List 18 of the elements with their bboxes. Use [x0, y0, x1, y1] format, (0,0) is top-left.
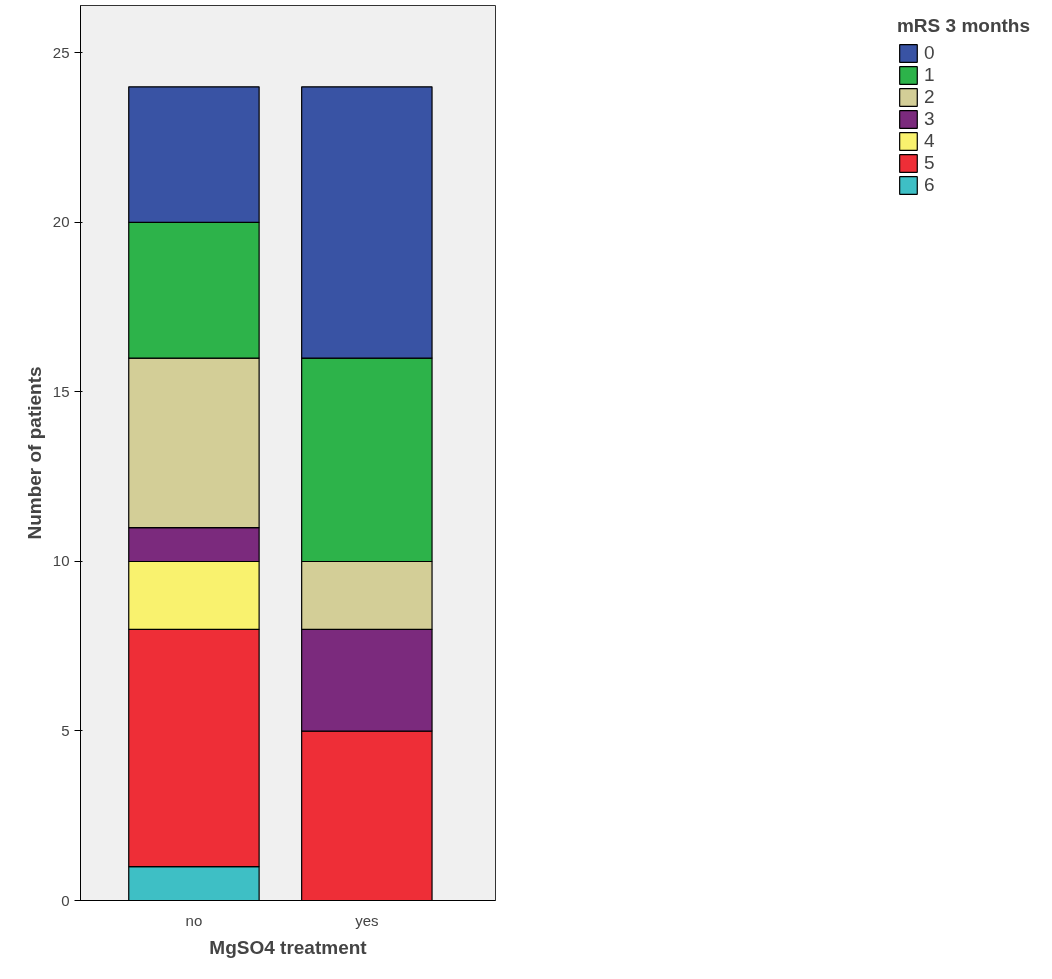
legend-title: mRS 3 months: [896, 15, 1030, 37]
legend-label: 0: [923, 42, 936, 64]
legend-label: 3: [923, 108, 936, 130]
y-tick-label: 10: [52, 552, 70, 570]
x-tick-label: no: [185, 911, 203, 929]
x-tick-label: yes: [355, 911, 379, 929]
y-axis-title: Number of patients: [23, 366, 45, 540]
legend-label: 1: [923, 64, 936, 86]
y-tick-label: 5: [61, 721, 70, 739]
legend-label: 2: [923, 86, 936, 108]
legend-label: 4: [923, 130, 936, 152]
y-tick-label: 20: [52, 213, 70, 231]
x-axis-title: MgSO4 treatment: [209, 936, 368, 958]
y-tick-label: 15: [52, 382, 70, 400]
legend-label: 6: [923, 174, 936, 196]
y-tick-label: 25: [52, 43, 70, 61]
legend-label: 5: [923, 152, 936, 174]
y-tick-label: 0: [61, 891, 70, 909]
